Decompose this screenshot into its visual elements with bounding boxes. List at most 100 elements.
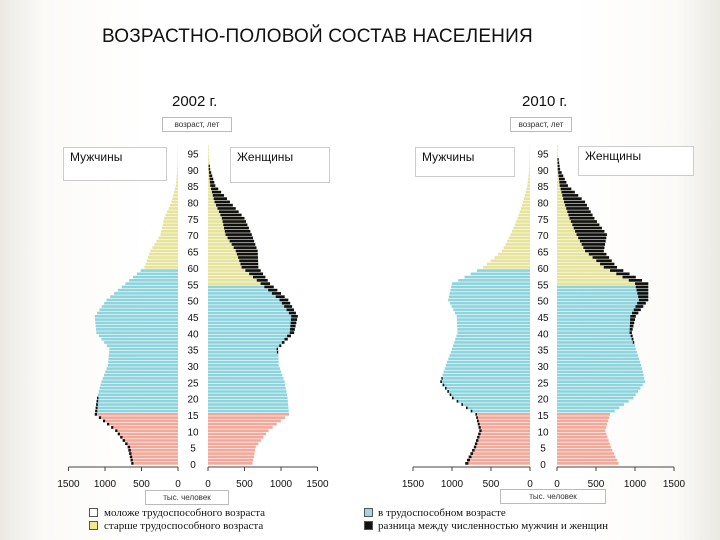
pyramid-2002-male-bar bbox=[122, 439, 178, 442]
pyramid-2010-male-bar bbox=[505, 243, 530, 246]
pyramid-2002-male-label: Мужчины bbox=[63, 147, 167, 181]
pyramid-2002-male-bar bbox=[133, 275, 178, 279]
pyramid-2002-male-bar bbox=[110, 295, 178, 299]
pyramid-2010-diff-bar bbox=[563, 197, 582, 200]
pyramid-2002-male-bar bbox=[129, 455, 178, 459]
pyramid-2010-diff-bar bbox=[557, 167, 561, 171]
pyramid-2002-male-bar bbox=[145, 262, 178, 266]
pyramid-2002-male-bar bbox=[129, 279, 178, 282]
pyramid-2010-diff-bar bbox=[603, 265, 618, 269]
pyramid-2010-diff-bar bbox=[568, 213, 593, 217]
pyramid-2010-x-tick-label-right: 0 bbox=[554, 479, 560, 490]
pyramid-2002-female-bar bbox=[208, 331, 295, 334]
pyramid-2010-male-bar bbox=[501, 249, 530, 253]
pyramid-2002-diff-bar bbox=[224, 226, 249, 230]
pyramid-2002-age-tick-label: 60 bbox=[187, 264, 199, 275]
pyramid-2010-male-bar bbox=[447, 390, 530, 393]
pyramid-2010-diff-bar bbox=[560, 187, 572, 191]
pyramid-2002-female-bar bbox=[208, 367, 280, 370]
pyramid-2010-age-tick-label: 25 bbox=[537, 378, 549, 389]
pyramid-2010-age-tick-label: 60 bbox=[537, 264, 549, 275]
pyramid-2010-male-bar bbox=[442, 383, 530, 387]
pyramid-2010-x-tick-label-right: 1000 bbox=[624, 479, 647, 490]
pyramid-2010-female-bar bbox=[557, 350, 637, 354]
pyramid-2002-female-bar bbox=[208, 350, 279, 354]
pyramid-2002-age-tick-label: 90 bbox=[187, 166, 199, 177]
pyramid-2002-diff-bar bbox=[279, 344, 282, 348]
pyramid-2010-female-bar bbox=[557, 377, 645, 380]
pyramid-2010-male-bar bbox=[443, 370, 530, 374]
pyramid-2002-diff-bar bbox=[96, 396, 99, 400]
pyramid-2010-female-bar bbox=[557, 429, 606, 433]
pyramid-2010-x-tick-label-left: 1500 bbox=[402, 479, 425, 490]
pyramid-2010-female-bar bbox=[557, 347, 636, 351]
pyramid-2010-diff-bar bbox=[569, 216, 595, 220]
pyramid-2002-female-bar bbox=[208, 305, 293, 308]
pyramid-2002-male-bar bbox=[106, 298, 178, 302]
pyramid-2002-diff-bar bbox=[287, 334, 291, 338]
pyramid-2010-male-label: Мужчины bbox=[415, 147, 515, 177]
pyramid-2010-male-bar bbox=[528, 171, 530, 174]
pyramid-2010-diff-bar bbox=[616, 272, 630, 276]
pyramid-2002-male-bar bbox=[144, 265, 178, 269]
pyramid-2010-diff-bar bbox=[473, 445, 477, 449]
pyramid-2010-age-tick-label: 20 bbox=[537, 395, 549, 406]
pyramid-2002-male-bar bbox=[117, 288, 178, 292]
pyramid-2010-female-bar bbox=[557, 426, 607, 429]
pyramid-2002-male-bar bbox=[106, 367, 178, 370]
pyramid-2010-age-tick-label: 30 bbox=[537, 362, 549, 373]
pyramid-2002-female-bar bbox=[208, 403, 289, 406]
pyramid-2010-diff-bar bbox=[444, 386, 447, 390]
pyramid-2002-female-bar bbox=[208, 445, 256, 449]
pyramid-2010-female-bar bbox=[557, 269, 624, 272]
pyramid-2010-female-bar bbox=[557, 416, 610, 419]
pyramid-2002-age-tick-label: 80 bbox=[187, 199, 199, 210]
pyramid-2010-female-bar bbox=[557, 448, 613, 452]
pyramid-2010-female-bar bbox=[557, 390, 639, 393]
pyramid-2002-male-bar bbox=[160, 233, 178, 236]
pyramid-2002-male-bar bbox=[107, 422, 178, 426]
pyramid-2010-male-bar bbox=[494, 256, 530, 259]
pyramid-2002-male-bar bbox=[176, 174, 178, 178]
pyramid-2010-diff-bar bbox=[557, 158, 559, 161]
pyramid-2002-male-bar bbox=[161, 230, 178, 233]
pyramid-2002-male-bar bbox=[94, 314, 178, 318]
pyramid-2010-male-bar bbox=[470, 452, 530, 455]
pyramid-2010-diff-bar bbox=[558, 174, 564, 178]
pyramid-2010-female-bar bbox=[557, 265, 618, 269]
pyramid-2010-diff-bar bbox=[468, 455, 472, 459]
pyramid-2002-diff-bar bbox=[240, 262, 259, 266]
pyramid-2002-male-bar bbox=[164, 216, 178, 220]
pyramid-2010-x-axis-label: тыс. человек bbox=[500, 489, 606, 504]
pyramid-2010-female-bar bbox=[557, 432, 607, 436]
pyramid-2002-x-tick-label-right: 500 bbox=[236, 479, 253, 490]
pyramid-2010-diff-bar bbox=[559, 180, 567, 184]
pyramid-2010-diff-bar bbox=[576, 233, 607, 236]
pyramid-2002-diff-bar bbox=[229, 239, 255, 243]
pyramid-2002-female-bar bbox=[208, 432, 267, 436]
pyramid-2002-diff-bar bbox=[218, 210, 239, 214]
pyramid-2010-diff-bar bbox=[637, 292, 649, 295]
pyramid-2010-male-bar bbox=[455, 337, 530, 341]
pyramid-2002-male-bar bbox=[96, 403, 178, 406]
pyramid-2010-diff-bar bbox=[629, 324, 634, 328]
pyramid-2002-age-tick-label: 25 bbox=[187, 378, 199, 389]
pyramid-2010-female-bar bbox=[557, 275, 636, 279]
pyramid-2002-age-tick-label: 40 bbox=[187, 329, 199, 340]
pyramid-2010-male-bar bbox=[441, 377, 530, 380]
pyramid-2002-x-tick-label-right: 0 bbox=[205, 479, 211, 490]
pyramid-2010-diff-bar bbox=[478, 432, 481, 436]
pyramid-2002-x-tick-label-left: 1500 bbox=[57, 479, 80, 490]
pyramid-2002-diff-bar bbox=[256, 279, 268, 282]
pyramid-2010-diff-bar bbox=[466, 406, 468, 410]
pyramid-2002-female-bar bbox=[208, 429, 269, 433]
pyramid-2010-male-bar bbox=[466, 406, 530, 410]
pyramid-2010-male-bar bbox=[452, 396, 530, 400]
pyramid-2010-male-bar bbox=[466, 458, 530, 462]
pyramid-2002-diff-bar bbox=[213, 197, 227, 200]
pyramid-2010-female-bar bbox=[557, 298, 649, 302]
pyramid-2010-diff-bar bbox=[592, 256, 610, 259]
pyramid-2002-age-tick-label: 20 bbox=[187, 395, 199, 406]
pyramid-2010-diff-bar bbox=[638, 295, 649, 299]
pyramid-2002-diff-bar bbox=[290, 324, 296, 328]
